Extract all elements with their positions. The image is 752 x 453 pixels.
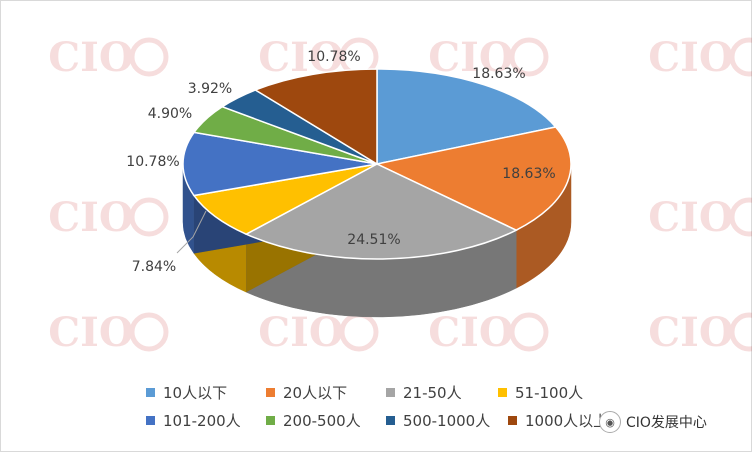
legend-item-200-500人: 200-500人 — [266, 410, 361, 431]
legend-swatch — [386, 416, 395, 425]
legend-item-20人以下: 20人以下 — [266, 382, 347, 403]
legend-label: 200-500人 — [283, 412, 361, 430]
legend-item-1000人以上: 1000人以上 — [508, 410, 608, 431]
legend-swatch — [508, 416, 517, 425]
pie-slice-1000人以上 — [253, 68, 378, 166]
legend-swatch — [386, 388, 395, 397]
svg-text:CIO: CIO — [648, 309, 733, 356]
watermark-logo: CIO — [428, 309, 549, 356]
leader-line — [176, 210, 207, 254]
svg-text:CIO: CIO — [48, 194, 133, 241]
svg-text:CIO: CIO — [48, 309, 133, 356]
pie-top-slices — [182, 68, 572, 260]
data-label-500-1000人: 3.92% — [188, 81, 232, 97]
data-labels: 18.63% 18.63% 24.51% 7.84% 10.78% 4.90% 3.92% 1… — [126, 49, 555, 275]
svg-text:CIO: CIO — [48, 34, 133, 81]
legend-item-51-100人: 51-100人 — [498, 382, 583, 403]
legend-swatch — [266, 416, 275, 425]
watermark-logo: CIO — [648, 194, 752, 241]
pie-slice-21-50人 — [244, 163, 518, 260]
legend-swatch — [146, 388, 155, 397]
legend-label: 51-100人 — [515, 384, 584, 402]
legend-swatch — [498, 388, 507, 397]
legend-label: 21-50人 — [403, 384, 462, 402]
data-label-1000人以上: 10.78% — [307, 49, 360, 65]
legend-label: 500-1000人 — [403, 412, 491, 430]
svg-text:CIO: CIO — [648, 34, 733, 81]
legend-item-101-200人: 101-200人 — [146, 410, 241, 431]
data-label-200-500人: 4.90% — [148, 106, 192, 122]
watermark-account-text: CIO发展中心 — [626, 415, 707, 431]
legend-item-500-1000人: 500-1000人 — [386, 410, 490, 431]
watermark-logo: CIO — [48, 309, 169, 356]
watermark-account: ◉ CIO发展中心 — [599, 411, 707, 433]
watermark-logo: CIO — [648, 34, 752, 81]
watermark-logo: CIO — [258, 309, 379, 356]
pie-slice-10人以下 — [376, 68, 558, 165]
svg-text:CIO: CIO — [648, 194, 733, 241]
watermark-logo: CIO — [48, 194, 169, 241]
data-label-21-50人: 24.51% — [347, 232, 400, 248]
watermark-logo: CIO — [428, 34, 549, 81]
legend-label: 101-200人 — [163, 412, 241, 430]
watermark-logo: CIO — [648, 309, 752, 356]
legend-label: 20人以下 — [283, 384, 348, 402]
legend-item-10人以下: 10人以下 — [146, 382, 227, 403]
legend-label: 1000人以上 — [525, 412, 609, 430]
legend-swatch — [266, 388, 275, 397]
svg-text:CIO: CIO — [428, 34, 513, 81]
legend-item-21-50人: 21-50人 — [386, 382, 462, 403]
legend-label: 10人以下 — [163, 384, 228, 402]
data-label-10人以下: 18.63% — [472, 66, 525, 82]
pie-slice-101-200人 — [182, 131, 378, 197]
watermark-logo: CIO — [48, 34, 169, 81]
data-label-51-100人: 7.84% — [132, 259, 176, 275]
pie-slice-20人以下 — [374, 126, 572, 232]
data-label-20人以下: 18.63% — [502, 166, 555, 182]
svg-text:CIO: CIO — [258, 309, 343, 356]
legend-swatch — [146, 416, 155, 425]
svg-text:CIO: CIO — [428, 309, 513, 356]
data-label-101-200人: 10.78% — [126, 154, 179, 170]
wechat-icon: ◉ — [599, 411, 621, 433]
pie-slice-51-100人 — [192, 163, 378, 235]
